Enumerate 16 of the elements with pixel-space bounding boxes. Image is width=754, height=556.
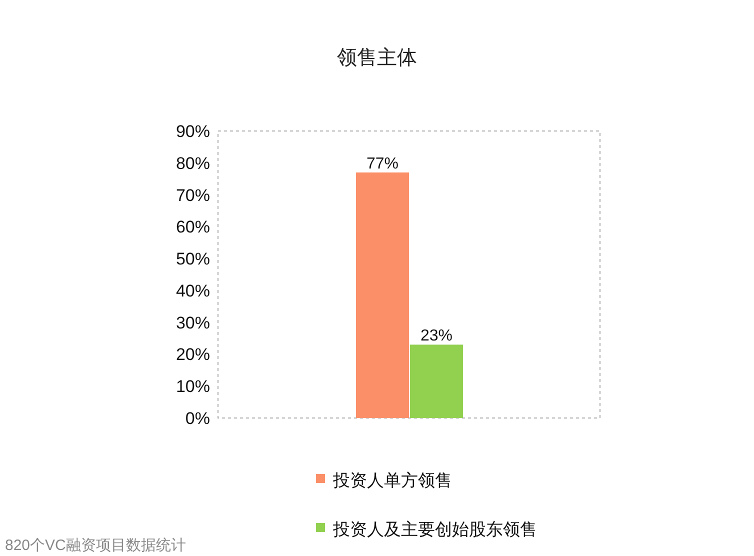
y-tick-label: 30%: [176, 313, 210, 332]
data-label: 77%: [366, 155, 399, 172]
y-tick-label: 80%: [176, 154, 210, 173]
y-tick-label: 20%: [176, 345, 210, 364]
y-tick-label: 10%: [176, 377, 210, 396]
text: 820个VC融资项目数据统计: [5, 537, 186, 554]
y-tick-label: 70%: [176, 186, 210, 205]
y-tick-label: 50%: [176, 250, 210, 269]
legend-label: 投资人单方领售: [332, 471, 452, 490]
y-tick-label: 60%: [176, 218, 210, 237]
legend-label: 投资人及主要创始股东领售: [332, 520, 537, 539]
y-tick-label: 90%: [176, 122, 210, 141]
y-tick-label: 40%: [176, 281, 210, 300]
title: 领售主体: [337, 47, 417, 69]
data-label: 23%: [420, 328, 453, 345]
y-tick-label: 0%: [185, 409, 210, 428]
